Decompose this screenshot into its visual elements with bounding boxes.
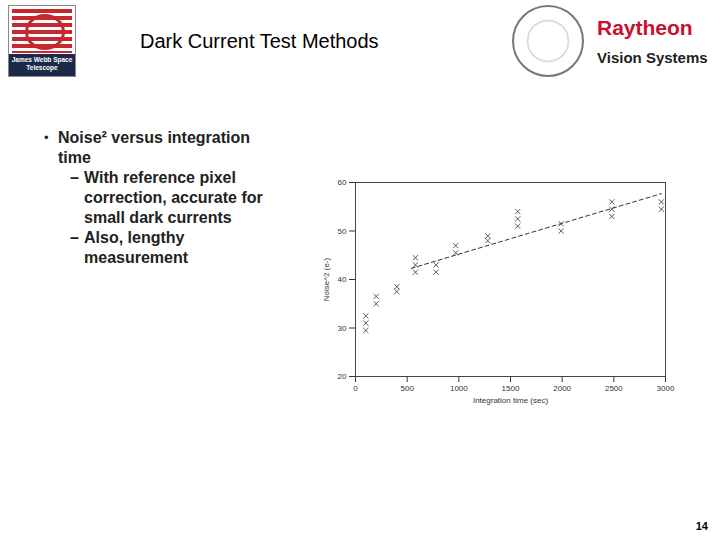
svg-text:0: 0	[353, 384, 358, 393]
svg-text:1000: 1000	[450, 384, 468, 393]
svg-text:500: 500	[400, 384, 414, 393]
html-text:James Webb Space Telescope: James Webb Space Telescope	[11, 56, 73, 71]
html-text:With reference pixel correctio: With reference pixel correction, accurat…	[84, 169, 263, 226]
svg-text:40: 40	[338, 275, 347, 284]
html-text:Vision Systems: Vision Systems	[597, 49, 708, 66]
svg-text:2000: 2000	[553, 384, 571, 393]
svg-text:3000: 3000	[657, 384, 675, 393]
svg-text:1500: 1500	[502, 384, 520, 393]
html-text:Also, lengthy measurement: Also, lengthy measurement	[84, 229, 188, 266]
html-text:14: 14	[695, 520, 708, 532]
svg-text:Noise^2 (e-): Noise^2 (e-)	[322, 258, 331, 302]
svg-text:2500: 2500	[605, 384, 623, 393]
svg-text:60: 60	[338, 178, 347, 187]
svg-text:Integration time (sec): Integration time (sec)	[473, 396, 548, 405]
svg-text:50: 50	[338, 227, 347, 236]
svg-text:20: 20	[338, 372, 347, 381]
html-text:Noise² versus integration time: Noise² versus integration time	[58, 129, 250, 166]
svg-text:30: 30	[338, 324, 347, 333]
html-text:Raytheon: Raytheon	[597, 16, 693, 39]
html-text:Dark Current Test Methods: Dark Current Test Methods	[140, 30, 379, 52]
